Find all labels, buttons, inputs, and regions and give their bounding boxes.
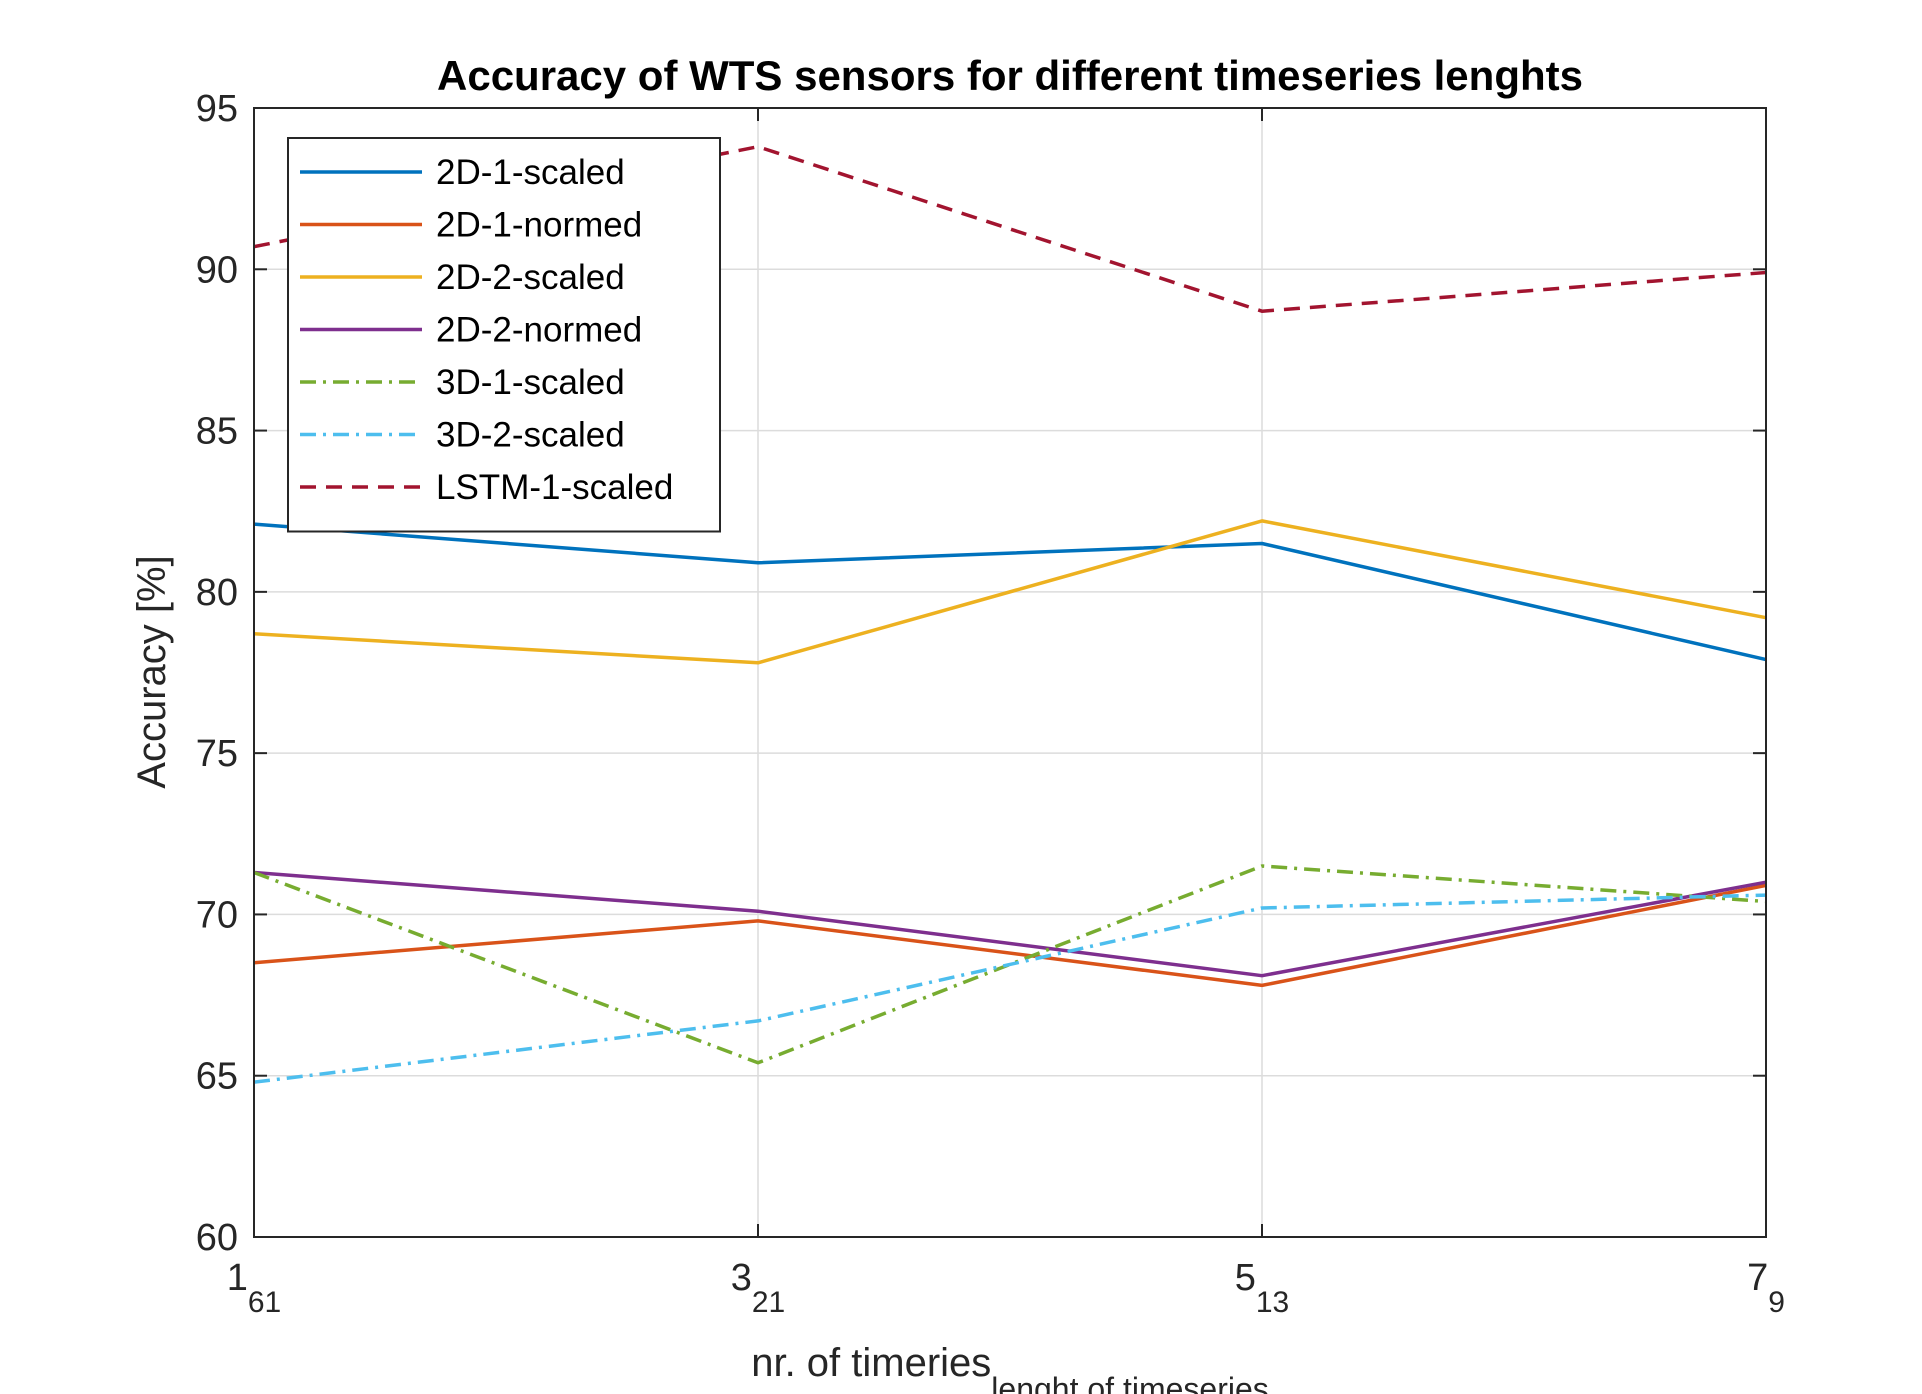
series-line-3D-2-scaled <box>253 893 1767 1084</box>
x-tick-label-subscript: 9 <box>1768 1286 1785 1319</box>
x-axis-label: nr. of timerieslenght of timeseries <box>751 1341 1269 1394</box>
y-tick-label: 65 <box>196 1056 238 1098</box>
series-line-2D-2-normed <box>253 870 1767 978</box>
x-tick-label-subscript: 13 <box>1256 1286 1289 1319</box>
series-lines <box>253 144 1767 1084</box>
series-line-2D-2-scaled <box>253 519 1767 665</box>
chart-title: Accuracy of WTS sensors for different ti… <box>437 52 1583 99</box>
x-tick-label-main: 5 <box>1235 1257 1256 1299</box>
legend-box <box>287 137 721 533</box>
x-tick-label: 79 <box>1747 1257 1785 1319</box>
x-tick-label-main: 3 <box>731 1257 752 1299</box>
y-axis-label: Accuracy [%] <box>130 555 174 788</box>
legend-label: 2D-1-normed <box>436 206 642 245</box>
series-line-2D-1-normed <box>253 883 1767 988</box>
y-tick-label: 95 <box>196 88 238 130</box>
legend-label: 2D-2-normed <box>436 311 642 350</box>
x-axis-label-subscript: lenght of timeseries <box>991 1371 1268 1394</box>
y-tick-label: 70 <box>196 894 238 936</box>
y-tick-label: 80 <box>196 572 238 614</box>
axes-box <box>253 107 1767 1238</box>
x-tick-label-main: 7 <box>1747 1257 1768 1299</box>
legend-label: 3D-1-scaled <box>436 363 625 402</box>
x-tick-label: 161 <box>227 1257 282 1319</box>
series-line-3D-1-scaled <box>253 864 1767 1065</box>
x-axis-label-main: nr. of timeries <box>751 1341 991 1385</box>
series-line-2D-1-scaled <box>253 522 1767 662</box>
legend-label: 3D-2-scaled <box>436 416 625 455</box>
y-tick-label: 90 <box>196 249 238 291</box>
x-tick-label: 513 <box>1235 1257 1290 1319</box>
x-tick-label-subscript: 61 <box>248 1286 281 1319</box>
x-tick-label-main: 1 <box>227 1257 248 1299</box>
x-tick-label: 321 <box>731 1257 786 1319</box>
x-tick-label-subscript: 21 <box>752 1286 785 1319</box>
y-tick-label: 75 <box>196 733 238 775</box>
legend: 2D-1-scaled 2D-1-normed 2D-2-scaled 2D-2-no… <box>287 137 721 533</box>
legend-label: 2D-1-scaled <box>436 153 625 192</box>
y-tick-label: 60 <box>196 1217 238 1259</box>
legend-label: 2D-2-scaled <box>436 258 625 297</box>
legend-label: LSTM-1-scaled <box>436 468 673 507</box>
y-tick-label: 85 <box>196 411 238 453</box>
